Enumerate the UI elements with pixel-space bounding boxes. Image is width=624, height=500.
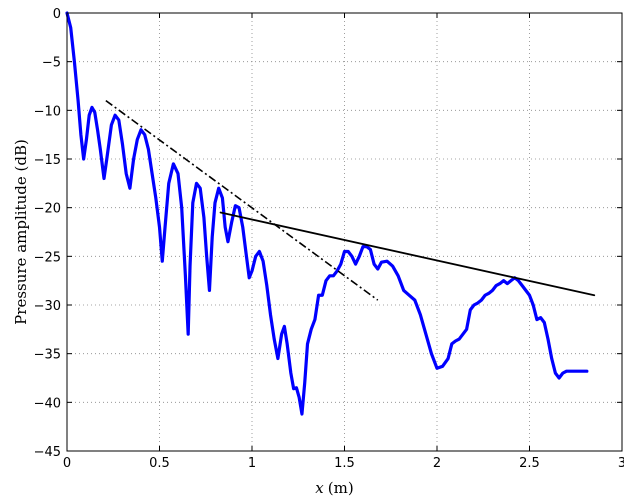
ticks bbox=[66, 12, 623, 452]
solid-trend-line bbox=[219, 211, 596, 297]
y-tick-label: −40 bbox=[34, 396, 61, 411]
pressure-amplitude-line bbox=[65, 11, 589, 416]
x-tick-label: 0.5 bbox=[149, 456, 170, 471]
x-tick-label: 0 bbox=[63, 456, 71, 471]
x-tick-label: 2 bbox=[433, 456, 441, 471]
y-tick-label: −15 bbox=[34, 153, 61, 168]
x-tick-label: 1.5 bbox=[334, 456, 355, 471]
y-tick-label: −35 bbox=[34, 348, 61, 363]
x-axis-label: x (m) bbox=[315, 479, 353, 497]
x-tick-label: 2.5 bbox=[519, 456, 540, 471]
x-axis-label-unit: (m) bbox=[328, 479, 354, 497]
y-tick-label: −5 bbox=[42, 56, 61, 71]
y-tick-labels: 0 −5 −10 −15 −20 −25 −30 −35 −40 −45 bbox=[34, 7, 61, 460]
y-tick-label: −10 bbox=[34, 104, 61, 119]
x-axis-label-var: x bbox=[315, 479, 324, 497]
y-tick-label: −20 bbox=[34, 202, 61, 217]
y-tick-label: 0 bbox=[53, 7, 61, 22]
y-tick-label: −45 bbox=[34, 445, 61, 460]
y-axis-label: Pressure amplitude (dB) bbox=[12, 139, 30, 325]
x-tick-label: 3 bbox=[618, 456, 624, 471]
y-tick-label: −30 bbox=[34, 299, 61, 314]
x-tick-label: 1 bbox=[248, 456, 256, 471]
grid bbox=[67, 13, 622, 451]
series-group bbox=[65, 11, 596, 416]
y-tick-label: −25 bbox=[34, 250, 61, 265]
x-tick-labels: 0 0.5 1 1.5 2 2.5 3 bbox=[63, 456, 624, 471]
